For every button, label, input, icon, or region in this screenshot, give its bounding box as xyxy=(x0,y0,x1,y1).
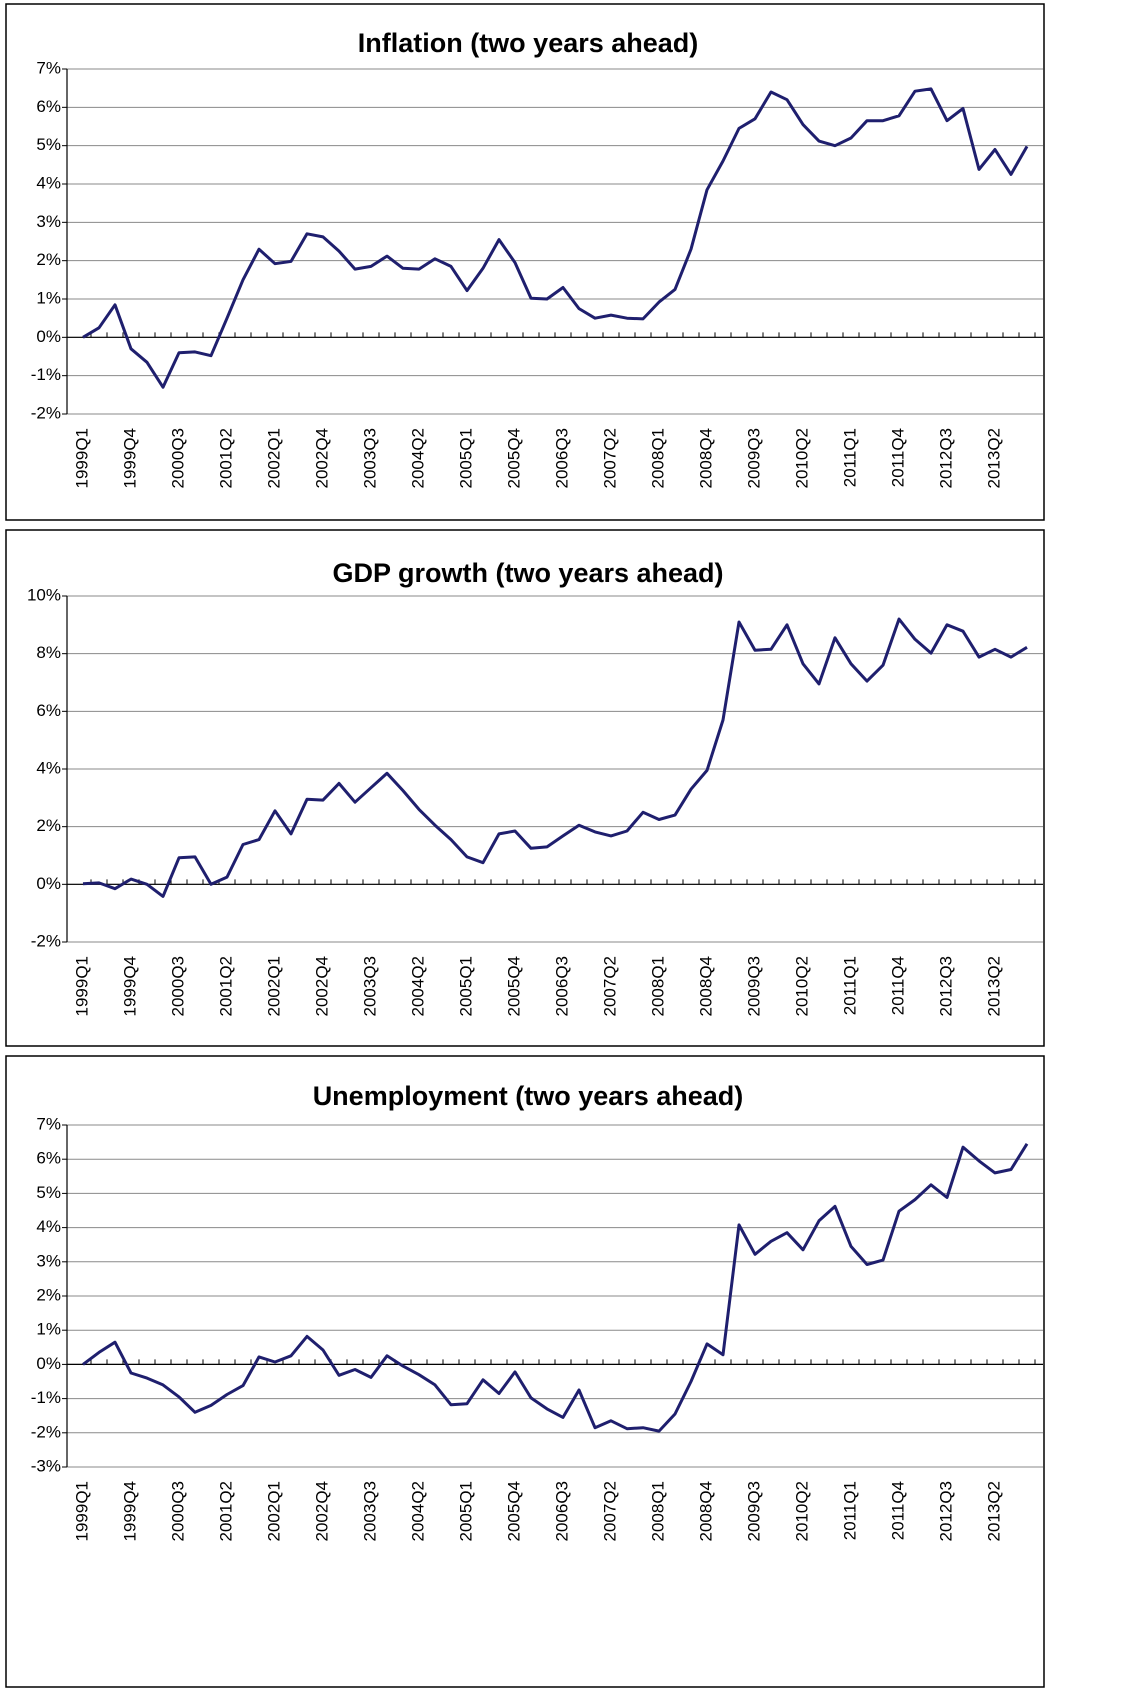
x-tick-label: 2005Q4 xyxy=(504,956,523,1017)
y-tick-label: 5% xyxy=(36,1183,61,1202)
panel-border xyxy=(5,3,1045,521)
x-tick-label: 2008Q1 xyxy=(648,956,667,1017)
y-tick-label: 6% xyxy=(36,701,61,720)
y-tick-label: 10% xyxy=(27,585,61,604)
x-tick-label: 2005Q4 xyxy=(504,428,523,489)
data-line xyxy=(82,617,1028,898)
x-tick-label: 2000Q3 xyxy=(168,1481,187,1542)
x-tick-label: 2005Q1 xyxy=(456,1481,475,1542)
x-tick-label: 2009Q3 xyxy=(744,1481,763,1542)
y-tick-label: 0% xyxy=(36,327,61,346)
y-tick-label: 2% xyxy=(36,1285,61,1304)
x-tick-label: 2010Q2 xyxy=(792,956,811,1017)
y-tick-label: 7% xyxy=(36,1114,61,1133)
y-tick-label: 3% xyxy=(36,1251,61,1270)
y-tick-label: -1% xyxy=(31,365,61,384)
x-tick-label: 2003Q3 xyxy=(360,956,379,1017)
x-tick-label: 2002Q1 xyxy=(264,428,283,489)
y-tick-label: 0% xyxy=(36,1354,61,1373)
x-tick-label: 2001Q2 xyxy=(216,956,235,1017)
x-tick-label: 2012Q3 xyxy=(936,428,955,489)
y-tick-label: 2% xyxy=(36,816,61,835)
x-tick-label: 2003Q3 xyxy=(360,1481,379,1542)
x-tick-label: 2000Q3 xyxy=(168,956,187,1017)
x-tick-label: 2013Q2 xyxy=(984,956,1003,1017)
y-tick-label: 3% xyxy=(36,212,61,231)
x-tick-label: 2004Q2 xyxy=(408,956,427,1017)
chart-title: Inflation (two years ahead) xyxy=(358,28,699,58)
y-tick-label: 5% xyxy=(36,135,61,154)
panel-border xyxy=(5,1055,1045,1688)
x-tick-label: 2012Q3 xyxy=(936,1481,955,1542)
x-tick-label: 2000Q3 xyxy=(168,428,187,489)
x-tick-label: 2006Q3 xyxy=(552,1481,571,1542)
chart-title: Unemployment (two years ahead) xyxy=(313,1081,744,1111)
x-tick-label: 2002Q1 xyxy=(264,956,283,1017)
x-tick-label: 2004Q2 xyxy=(408,1481,427,1542)
y-tick-label: 6% xyxy=(36,97,61,116)
x-tick-label: 2008Q4 xyxy=(696,956,715,1017)
y-tick-label: 2% xyxy=(36,250,61,269)
y-tick-label: -2% xyxy=(31,403,61,422)
x-tick-label: 2002Q4 xyxy=(312,956,331,1017)
data-line xyxy=(82,87,1029,389)
x-tick-label: 2002Q1 xyxy=(264,1481,283,1542)
data-line xyxy=(82,1143,1029,1433)
x-tick-label: 2003Q3 xyxy=(360,428,379,489)
x-tick-label: 2001Q2 xyxy=(216,1481,235,1542)
x-tick-label: 2011Q1 xyxy=(840,428,859,487)
x-tick-label: 2006Q3 xyxy=(552,428,571,489)
x-tick-label: 2007Q2 xyxy=(600,428,619,489)
x-tick-label: 2005Q1 xyxy=(456,956,475,1017)
y-tick-label: 7% xyxy=(36,58,61,77)
x-tick-label: 1999Q1 xyxy=(72,1481,91,1542)
x-tick-label: 2011Q4 xyxy=(888,956,907,1015)
x-tick-label: 2013Q2 xyxy=(984,1481,1003,1542)
y-tick-label: 1% xyxy=(36,1320,61,1339)
x-tick-label: 2006Q3 xyxy=(552,956,571,1017)
y-tick-label: 4% xyxy=(36,758,61,777)
x-tick-label: 2013Q2 xyxy=(984,428,1003,489)
x-tick-label: 1999Q4 xyxy=(120,956,139,1017)
x-tick-label: 2002Q4 xyxy=(312,1481,331,1542)
x-tick-label: 2005Q4 xyxy=(504,1481,523,1542)
panel-border xyxy=(5,529,1045,1047)
x-tick-label: 2011Q1 xyxy=(840,1481,859,1540)
y-tick-label: -2% xyxy=(31,1422,61,1441)
x-tick-label: 2005Q1 xyxy=(456,428,475,489)
x-tick-label: 1999Q1 xyxy=(72,956,91,1017)
x-tick-label: 2011Q4 xyxy=(888,428,907,487)
x-tick-label: 2011Q1 xyxy=(840,956,859,1015)
y-tick-label: 1% xyxy=(36,288,61,307)
x-tick-label: 1999Q4 xyxy=(120,1481,139,1542)
x-tick-label: 2012Q3 xyxy=(936,956,955,1017)
x-tick-label: 2008Q4 xyxy=(696,1481,715,1542)
x-tick-label: 2001Q2 xyxy=(216,428,235,489)
x-tick-label: 2008Q1 xyxy=(648,428,667,489)
x-tick-label: 1999Q4 xyxy=(120,428,139,489)
x-tick-label: 2010Q2 xyxy=(792,1481,811,1542)
x-tick-label: 2010Q2 xyxy=(792,428,811,489)
y-tick-label: -2% xyxy=(31,931,61,950)
x-tick-label: 2007Q2 xyxy=(600,956,619,1017)
y-tick-label: 4% xyxy=(36,173,61,192)
y-tick-label: -3% xyxy=(31,1456,61,1475)
y-tick-label: 6% xyxy=(36,1149,61,1168)
x-tick-label: 2004Q2 xyxy=(408,428,427,489)
x-tick-label: 1999Q1 xyxy=(72,428,91,489)
x-tick-label: 2009Q3 xyxy=(744,428,763,489)
y-tick-label: -1% xyxy=(31,1388,61,1407)
x-tick-label: 2002Q4 xyxy=(312,428,331,489)
y-tick-label: 0% xyxy=(36,874,61,893)
y-tick-label: 4% xyxy=(36,1217,61,1236)
x-tick-label: 2011Q4 xyxy=(888,1481,907,1540)
x-tick-label: 2009Q3 xyxy=(744,956,763,1017)
y-tick-label: 8% xyxy=(36,643,61,662)
x-tick-label: 2008Q4 xyxy=(696,428,715,489)
chart-title: GDP growth (two years ahead) xyxy=(332,558,723,588)
x-tick-label: 2007Q2 xyxy=(600,1481,619,1542)
x-tick-label: 2008Q1 xyxy=(648,1481,667,1542)
